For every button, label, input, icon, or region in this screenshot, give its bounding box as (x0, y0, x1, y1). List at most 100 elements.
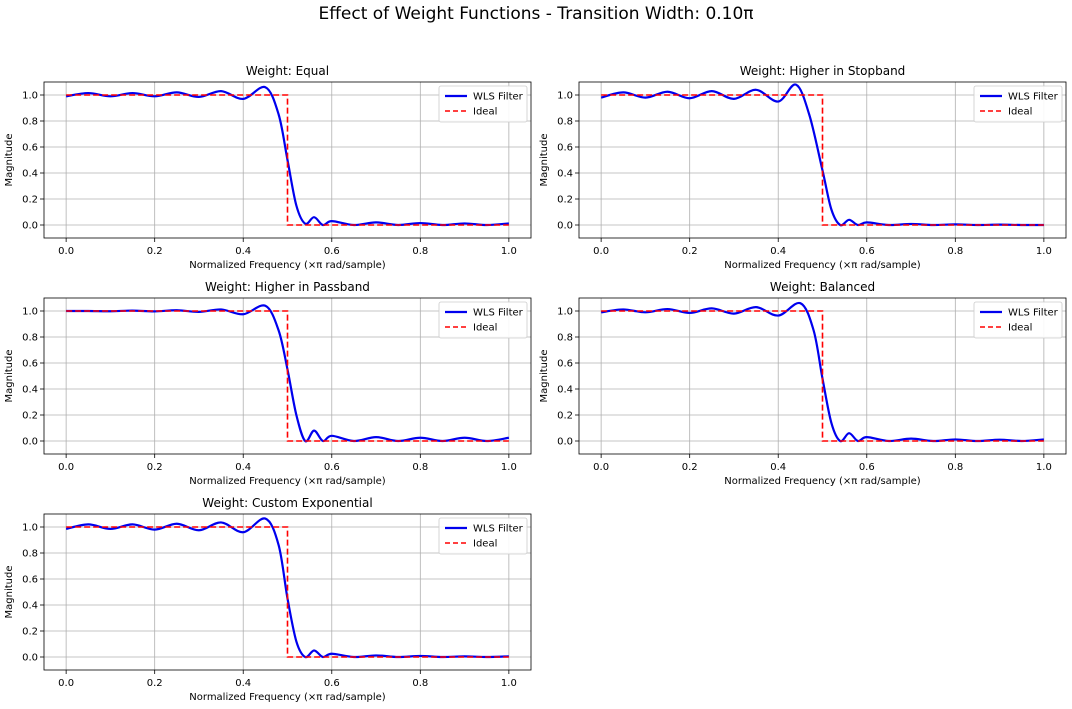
series-line-wls (600, 83, 1044, 227)
legend: WLS Filter Ideal (438, 85, 528, 123)
y-tick-label: 1.0 (22, 307, 38, 318)
x-tick-label: 0.2 (147, 678, 163, 689)
legend-label: Ideal (473, 107, 497, 118)
x-tick-label: 0.8 (947, 246, 963, 257)
y-axis-label: Magnitude (4, 566, 15, 619)
x-axis-label: Normalized Frequency (×π rad/sample) (724, 476, 921, 487)
y-tick-label: 0.8 (557, 333, 573, 344)
x-tick-label: 1.0 (501, 462, 517, 473)
figure-title: Effect of Weight Functions - Transition … (318, 4, 754, 24)
legend-label: WLS Filter (1008, 92, 1059, 103)
subplot-1: 0.0 0.2 0.4 0.6 0.8 1.0 0.0 0.2 0.4 0.6 0.8 1.0 Weig… (4, 64, 532, 271)
y-tick-label: 0.0 (22, 221, 38, 232)
x-tick-label: 0.8 (412, 246, 428, 257)
subplot-2: 0.0 0.2 0.4 0.6 0.8 1.0 0.0 0.2 0.4 0.6 0.8 1.0 Weig… (539, 64, 1067, 271)
y-tick-label: 0.4 (557, 169, 573, 180)
x-tick-label: 0.2 (147, 246, 163, 257)
x-axis-label: Normalized Frequency (×π rad/sample) (189, 476, 386, 487)
legend-label: Ideal (473, 323, 497, 334)
series-line-wls (65, 517, 509, 659)
x-tick-label: 0.4 (235, 246, 251, 257)
y-tick-label: 0.0 (22, 653, 38, 664)
y-tick-label: 1.0 (557, 91, 573, 102)
y-tick-label: 0.2 (22, 627, 38, 638)
y-tick-label: 0.6 (22, 359, 38, 370)
y-tick-label: 0.8 (22, 333, 38, 344)
y-tick-label: 0.0 (557, 221, 573, 232)
legend-label: WLS Filter (473, 524, 524, 535)
subplot-title: Weight: Higher in Stopband (740, 64, 906, 78)
series-line-wls (65, 85, 509, 227)
y-tick-label: 0.2 (557, 195, 573, 206)
x-tick-label: 0.2 (682, 462, 698, 473)
x-tick-label: 0.8 (947, 462, 963, 473)
y-tick-label: 0.4 (22, 385, 38, 396)
legend-label: Ideal (1008, 107, 1032, 118)
subplot-title: Weight: Higher in Passband (205, 280, 370, 294)
x-tick-label: 0.6 (324, 678, 340, 689)
series-line-wls (66, 304, 510, 443)
x-tick-label: 0.8 (412, 678, 428, 689)
x-tick-label: 1.0 (1036, 246, 1052, 257)
x-tick-label: 0.0 (593, 462, 609, 473)
legend-label: Ideal (1008, 323, 1032, 334)
y-tick-label: 0.4 (22, 169, 38, 180)
subplot-title: Weight: Balanced (770, 280, 875, 294)
x-tick-label: 0.6 (859, 246, 875, 257)
series-line-ideal (66, 526, 509, 658)
legend: WLS Filter Ideal (438, 301, 528, 339)
x-tick-label: 0.6 (859, 462, 875, 473)
y-tick-label: 0.6 (22, 143, 38, 154)
legend: WLS Filter Ideal (973, 301, 1063, 339)
y-tick-label: 0.8 (557, 117, 573, 128)
legend: WLS Filter Ideal (973, 85, 1063, 123)
axes-frame (578, 297, 1067, 455)
y-tick-label: 1.0 (22, 91, 38, 102)
series-line-ideal (601, 310, 1044, 442)
x-tick-label: 0.4 (235, 678, 251, 689)
subplot-5: 0.0 0.2 0.4 0.6 0.8 1.0 0.0 0.2 0.4 0.6 0.8 1.0 Weig… (4, 496, 532, 703)
y-axis-label: Magnitude (4, 134, 15, 187)
y-tick-label: 0.8 (22, 117, 38, 128)
x-tick-label: 0.6 (324, 462, 340, 473)
y-axis-label: Magnitude (4, 350, 15, 403)
series-line-ideal (601, 94, 1044, 226)
legend-label: Ideal (473, 539, 497, 550)
x-tick-label: 0.0 (58, 462, 74, 473)
y-tick-label: 0.6 (557, 359, 573, 370)
series-line-wls (600, 301, 1044, 443)
subplot-title: Weight: Equal (246, 64, 329, 78)
x-tick-label: 1.0 (501, 678, 517, 689)
y-tick-label: 1.0 (22, 523, 38, 534)
y-axis-label: Magnitude (539, 350, 550, 403)
legend-label: WLS Filter (473, 308, 524, 319)
y-tick-label: 0.6 (22, 575, 38, 586)
legend: WLS Filter Ideal (438, 517, 528, 555)
x-tick-label: 0.2 (682, 246, 698, 257)
subplot-3: 0.0 0.2 0.4 0.6 0.8 1.0 0.0 0.2 0.4 0.6 0.8 1.0 Weig… (4, 280, 532, 487)
y-tick-label: 1.0 (557, 307, 573, 318)
y-tick-label: 0.6 (557, 143, 573, 154)
x-tick-label: 1.0 (501, 246, 517, 257)
y-tick-label: 0.2 (557, 411, 573, 422)
x-axis-label: Normalized Frequency (×π rad/sample) (189, 260, 386, 271)
x-tick-label: 0.4 (770, 246, 786, 257)
y-tick-label: 0.0 (557, 437, 573, 448)
subplot-title: Weight: Custom Exponential (202, 496, 372, 510)
y-tick-label: 0.0 (22, 437, 38, 448)
x-tick-label: 0.0 (58, 246, 74, 257)
axes-frame (43, 513, 532, 671)
subplot-4: 0.0 0.2 0.4 0.6 0.8 1.0 0.0 0.2 0.4 0.6 0.8 1.0 Weig… (539, 280, 1067, 487)
axes-frame (578, 81, 1067, 239)
x-tick-label: 1.0 (1036, 462, 1052, 473)
y-tick-label: 0.8 (22, 549, 38, 560)
y-axis-label: Magnitude (539, 134, 550, 187)
axes-frame (43, 297, 532, 455)
legend-label: WLS Filter (473, 92, 524, 103)
x-axis-label: Normalized Frequency (×π rad/sample) (189, 692, 386, 703)
x-axis-label: Normalized Frequency (×π rad/sample) (724, 260, 921, 271)
y-tick-label: 0.2 (22, 195, 38, 206)
x-tick-label: 0.4 (770, 462, 786, 473)
x-tick-label: 0.0 (58, 678, 74, 689)
